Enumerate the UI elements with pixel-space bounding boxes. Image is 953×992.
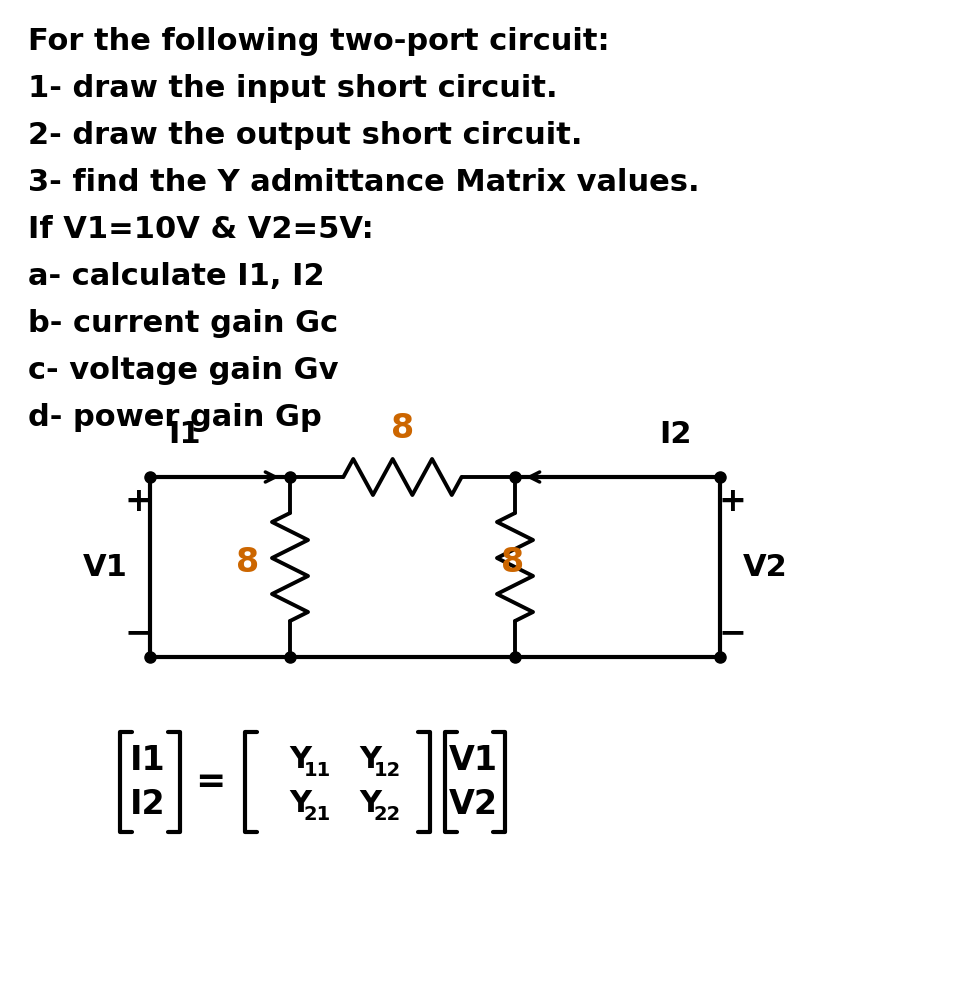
Text: If V1=10V & V2=5V:: If V1=10V & V2=5V:	[28, 215, 374, 244]
Text: I1: I1	[169, 420, 201, 449]
Text: a- calculate I1, I2: a- calculate I1, I2	[28, 262, 324, 291]
Text: −: −	[124, 616, 152, 649]
Text: −: −	[718, 616, 745, 649]
Text: 21: 21	[303, 805, 331, 823]
Text: For the following two-port circuit:: For the following two-port circuit:	[28, 27, 609, 56]
Text: =: =	[194, 765, 225, 799]
Text: 22: 22	[373, 805, 400, 823]
Text: +: +	[718, 485, 745, 518]
Text: d- power gain Gp: d- power gain Gp	[28, 403, 321, 432]
Text: V1: V1	[83, 553, 128, 581]
Text: 3- find the Y admittance Matrix values.: 3- find the Y admittance Matrix values.	[28, 168, 699, 197]
Text: V2: V2	[741, 553, 786, 581]
Text: I2: I2	[130, 788, 166, 820]
Text: V2: V2	[448, 788, 497, 820]
Text: 1- draw the input short circuit.: 1- draw the input short circuit.	[28, 74, 558, 103]
Text: I2: I2	[659, 420, 691, 449]
Text: 8: 8	[391, 412, 414, 445]
Text: +: +	[124, 485, 152, 518]
Text: I1: I1	[130, 743, 166, 777]
Text: Y: Y	[289, 746, 311, 775]
Text: Y: Y	[289, 790, 311, 818]
Text: Y: Y	[358, 790, 380, 818]
Text: Y: Y	[358, 746, 380, 775]
Text: 12: 12	[373, 761, 400, 780]
Text: 2- draw the output short circuit.: 2- draw the output short circuit.	[28, 121, 582, 150]
Text: V1: V1	[448, 743, 497, 777]
Text: 8: 8	[501, 546, 524, 578]
Text: 11: 11	[303, 761, 331, 780]
Text: 8: 8	[236, 546, 259, 578]
Text: c- voltage gain Gv: c- voltage gain Gv	[28, 356, 338, 385]
Text: b- current gain Gc: b- current gain Gc	[28, 309, 337, 338]
